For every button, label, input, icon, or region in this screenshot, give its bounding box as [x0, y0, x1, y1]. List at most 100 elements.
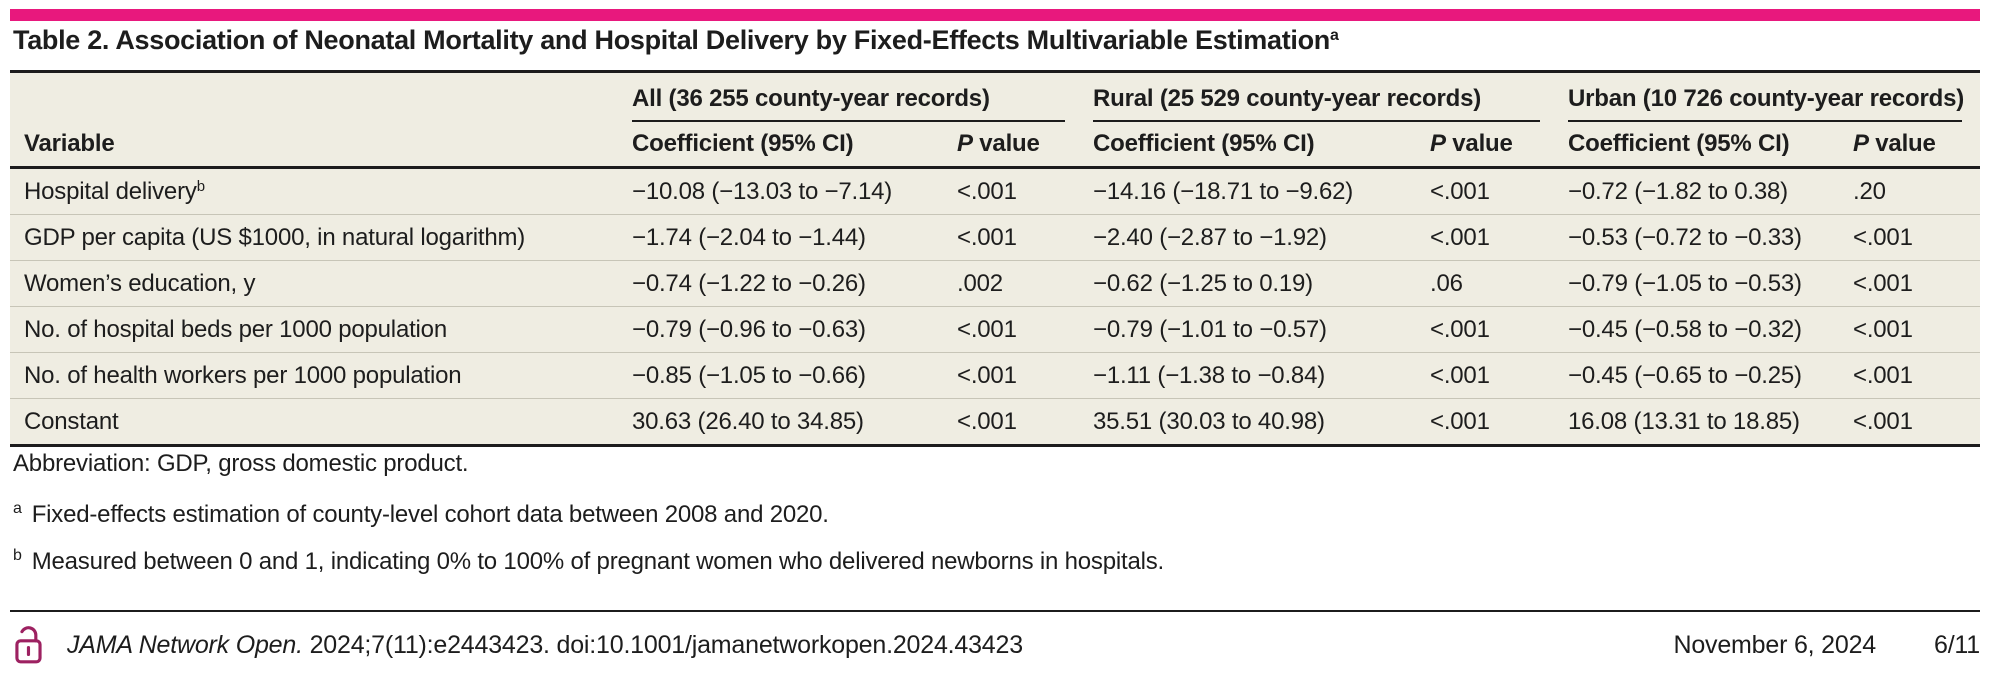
- table-row: Women’s education, y −0.74 (−1.22 to −0.…: [10, 260, 1980, 307]
- cell-rural-coefficient: −14.16 (−18.71 to −9.62): [1093, 167, 1430, 215]
- cell-variable: Constant: [10, 398, 632, 447]
- citation-text: JAMA Network Open. 2024;7(11):e2443423. …: [67, 631, 1023, 660]
- column-header-variable: Variable: [10, 122, 632, 169]
- group-header-all: All (36 255 county-year records): [632, 72, 1093, 122]
- column-header-row: Variable Coefficient (95% CI) P value Co…: [10, 122, 1980, 169]
- table-title-text: Table 2. Association of Neonatal Mortali…: [13, 25, 1331, 55]
- variable-label: Hospital delivery: [24, 177, 197, 205]
- footer-rule: [10, 610, 1980, 612]
- cell-urban-pvalue: <.001: [1853, 260, 1980, 307]
- cell-all-pvalue: <.001: [957, 306, 1093, 353]
- footnote-a: a Fixed-effects estimation of county-leve…: [13, 500, 1164, 529]
- footer-meta: November 6, 2024 6/11: [1674, 631, 1981, 660]
- variable-label: Constant: [24, 407, 119, 435]
- table-row: GDP per capita (US $1000, in natural log…: [10, 214, 1980, 261]
- cell-all-pvalue: <.001: [957, 398, 1093, 447]
- p-italic: P: [1430, 130, 1446, 157]
- cell-urban-pvalue: <.001: [1853, 398, 1980, 447]
- column-header-pvalue-rural: P value: [1430, 122, 1568, 169]
- cell-rural-coefficient: −0.79 (−1.01 to −0.57): [1093, 306, 1430, 353]
- footnote-b-marker: b: [13, 547, 22, 564]
- table-row: Hospital deliveryb −10.08 (−13.03 to −7.…: [10, 167, 1980, 215]
- footer: JAMA Network Open. 2024;7(11):e2443423. …: [13, 624, 1980, 666]
- cell-rural-pvalue: <.001: [1430, 214, 1568, 261]
- group-header-row: All (36 255 county-year records) Rural (…: [10, 72, 1980, 123]
- group-header-urban: Urban (10 726 county-year records): [1568, 72, 1980, 122]
- cell-all-coefficient: −10.08 (−13.03 to −7.14): [632, 167, 957, 215]
- cell-all-coefficient: 30.63 (26.40 to 34.85): [632, 398, 957, 447]
- table-row: No. of health workers per 1000 populatio…: [10, 352, 1980, 399]
- column-header-coefficient-all: Coefficient (95% CI): [632, 122, 957, 169]
- cell-urban-coefficient: −0.45 (−0.58 to −0.32): [1568, 306, 1853, 353]
- cell-variable: Hospital deliveryb: [10, 167, 632, 215]
- cell-urban-pvalue: <.001: [1853, 352, 1980, 399]
- column-header-pvalue-urban: P value: [1853, 122, 1980, 169]
- cell-urban-coefficient: −0.53 (−0.72 to −0.33): [1568, 214, 1853, 261]
- cell-rural-pvalue: <.001: [1430, 398, 1568, 447]
- table-row: Constant 30.63 (26.40 to 34.85) <.001 35…: [10, 398, 1980, 447]
- cell-rural-pvalue: <.001: [1430, 167, 1568, 215]
- results-table-wrap: All (36 255 county-year records) Rural (…: [10, 70, 1980, 447]
- group-header-rural-label: Rural (25 529 county-year records): [1093, 85, 1540, 122]
- variable-label: Women’s education, y: [24, 269, 256, 297]
- cell-all-pvalue: <.001: [957, 214, 1093, 261]
- cell-urban-coefficient: −0.72 (−1.82 to 0.38): [1568, 167, 1853, 215]
- cell-all-pvalue: <.001: [957, 167, 1093, 215]
- citation-rest: 2024;7(11):e2443423. doi:10.1001/jamanet…: [302, 630, 1024, 659]
- group-header-spacer: [10, 72, 632, 123]
- cell-variable: No. of hospital beds per 1000 population: [10, 306, 632, 353]
- cell-variable: No. of health workers per 1000 populatio…: [10, 352, 632, 399]
- cell-urban-pvalue: .20: [1853, 167, 1980, 215]
- cell-variable: Women’s education, y: [10, 260, 632, 307]
- variable-label: GDP per capita (US $1000, in natural log…: [24, 223, 526, 251]
- table-title: Table 2. Association of Neonatal Mortali…: [13, 25, 1339, 56]
- variable-superscript: b: [196, 177, 205, 195]
- cell-urban-pvalue: <.001: [1853, 214, 1980, 261]
- footer-page-number: 6/11: [1933, 630, 1980, 659]
- table-body: Hospital deliveryb −10.08 (−13.03 to −7.…: [10, 167, 1980, 447]
- column-header-pvalue-all: P value: [957, 122, 1093, 169]
- group-header-all-label: All (36 255 county-year records): [632, 85, 1065, 122]
- cell-variable: GDP per capita (US $1000, in natural log…: [10, 214, 632, 261]
- citation-journal: JAMA Network Open.: [67, 630, 303, 659]
- cell-all-pvalue: <.001: [957, 352, 1093, 399]
- p-rest: value: [972, 130, 1040, 157]
- cell-urban-pvalue: <.001: [1853, 306, 1980, 353]
- column-header-coefficient-rural: Coefficient (95% CI): [1093, 122, 1430, 169]
- abbreviation-note: Abbreviation: GDP, gross domestic produc…: [13, 450, 469, 477]
- footnote-b-text: Measured between 0 and 1, indicating 0% …: [31, 548, 1165, 575]
- cell-all-coefficient: −0.79 (−0.96 to −0.63): [632, 306, 957, 353]
- cell-all-pvalue: .002: [957, 260, 1093, 307]
- p-italic: P: [1853, 130, 1869, 157]
- cell-urban-coefficient: −0.79 (−1.05 to −0.53): [1568, 260, 1853, 307]
- variable-label: No. of hospital beds per 1000 population: [24, 315, 447, 343]
- footnote-a-text: Fixed-effects estimation of county-level…: [31, 501, 829, 528]
- footnote-a-marker: a: [13, 500, 22, 517]
- cell-rural-pvalue: <.001: [1430, 352, 1568, 399]
- accent-bar: [10, 9, 1980, 21]
- cell-rural-coefficient: −1.11 (−1.38 to −0.84): [1093, 352, 1430, 399]
- group-header-rural: Rural (25 529 county-year records): [1093, 72, 1568, 122]
- table-title-superscript: a: [1330, 27, 1339, 44]
- column-header-coefficient-urban: Coefficient (95% CI): [1568, 122, 1853, 169]
- open-access-lock-icon: [15, 626, 42, 664]
- cell-rural-coefficient: 35.51 (30.03 to 40.98): [1093, 398, 1430, 447]
- p-rest: value: [1445, 130, 1513, 157]
- p-rest: value: [1868, 130, 1936, 157]
- table-row: No. of hospital beds per 1000 population…: [10, 306, 1980, 353]
- variable-label: No. of health workers per 1000 populatio…: [24, 361, 462, 389]
- cell-urban-coefficient: −0.45 (−0.65 to −0.25): [1568, 352, 1853, 399]
- footnotes: Abbreviation: GDP, gross domestic produc…: [13, 450, 1164, 594]
- group-header-urban-label: Urban (10 726 county-year records): [1568, 85, 1964, 122]
- cell-urban-coefficient: 16.08 (13.31 to 18.85): [1568, 398, 1853, 447]
- footnote-b: b Measured between 0 and 1, indicating 0%…: [13, 547, 1164, 576]
- cell-rural-coefficient: −2.40 (−2.87 to −1.92): [1093, 214, 1430, 261]
- cell-all-coefficient: −0.85 (−1.05 to −0.66): [632, 352, 957, 399]
- cell-rural-pvalue: <.001: [1430, 306, 1568, 353]
- footer-date: November 6, 2024: [1673, 630, 1877, 659]
- p-italic: P: [957, 130, 973, 157]
- footer-citation: JAMA Network Open. 2024;7(11):e2443423. …: [13, 624, 1023, 666]
- cell-all-coefficient: −0.74 (−1.22 to −0.26): [632, 260, 957, 307]
- results-table: All (36 255 county-year records) Rural (…: [10, 70, 1980, 447]
- cell-rural-pvalue: .06: [1430, 260, 1568, 307]
